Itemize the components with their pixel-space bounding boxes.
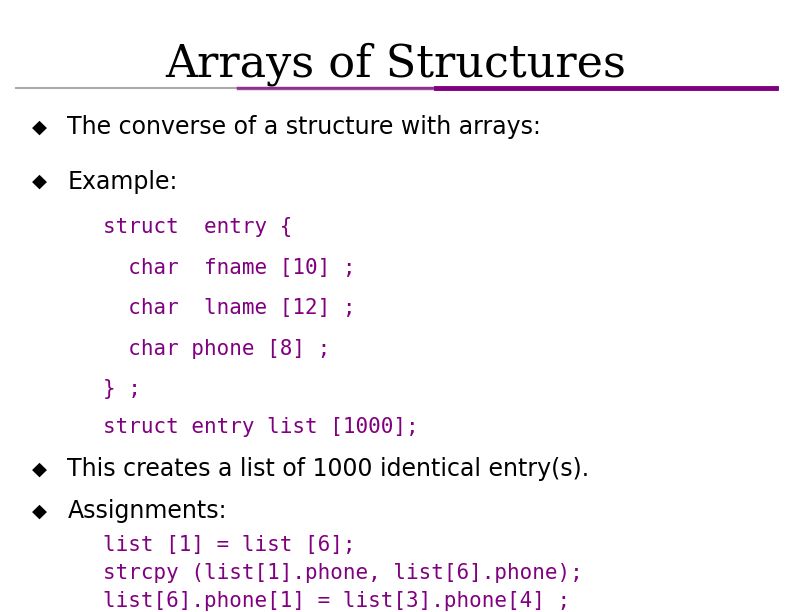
Text: char  lname [12] ;: char lname [12] ;	[103, 298, 356, 318]
Text: char phone [8] ;: char phone [8] ;	[103, 338, 330, 359]
Text: strcpy (list[1].phone, list[6].phone);: strcpy (list[1].phone, list[6].phone);	[103, 563, 583, 583]
Text: } ;: } ;	[103, 379, 141, 399]
Text: ◆: ◆	[32, 502, 47, 521]
Text: list [1] = list [6];: list [1] = list [6];	[103, 535, 356, 554]
Text: ◆: ◆	[32, 460, 47, 479]
Text: This creates a list of 1000 identical entry(s).: This creates a list of 1000 identical en…	[67, 457, 589, 481]
Text: Assignments:: Assignments:	[67, 499, 227, 523]
Text: The converse of a structure with arrays:: The converse of a structure with arrays:	[67, 115, 541, 139]
Text: ◆: ◆	[32, 118, 47, 136]
Text: char  fname [10] ;: char fname [10] ;	[103, 258, 356, 278]
Text: struct  entry {: struct entry {	[103, 217, 292, 237]
Text: ◆: ◆	[32, 172, 47, 191]
Text: Arrays of Structures: Arrays of Structures	[166, 42, 626, 86]
Text: Example:: Example:	[67, 170, 177, 193]
Text: list[6].phone[1] = list[3].phone[4] ;: list[6].phone[1] = list[3].phone[4] ;	[103, 591, 570, 611]
Text: struct entry list [1000];: struct entry list [1000];	[103, 417, 419, 437]
